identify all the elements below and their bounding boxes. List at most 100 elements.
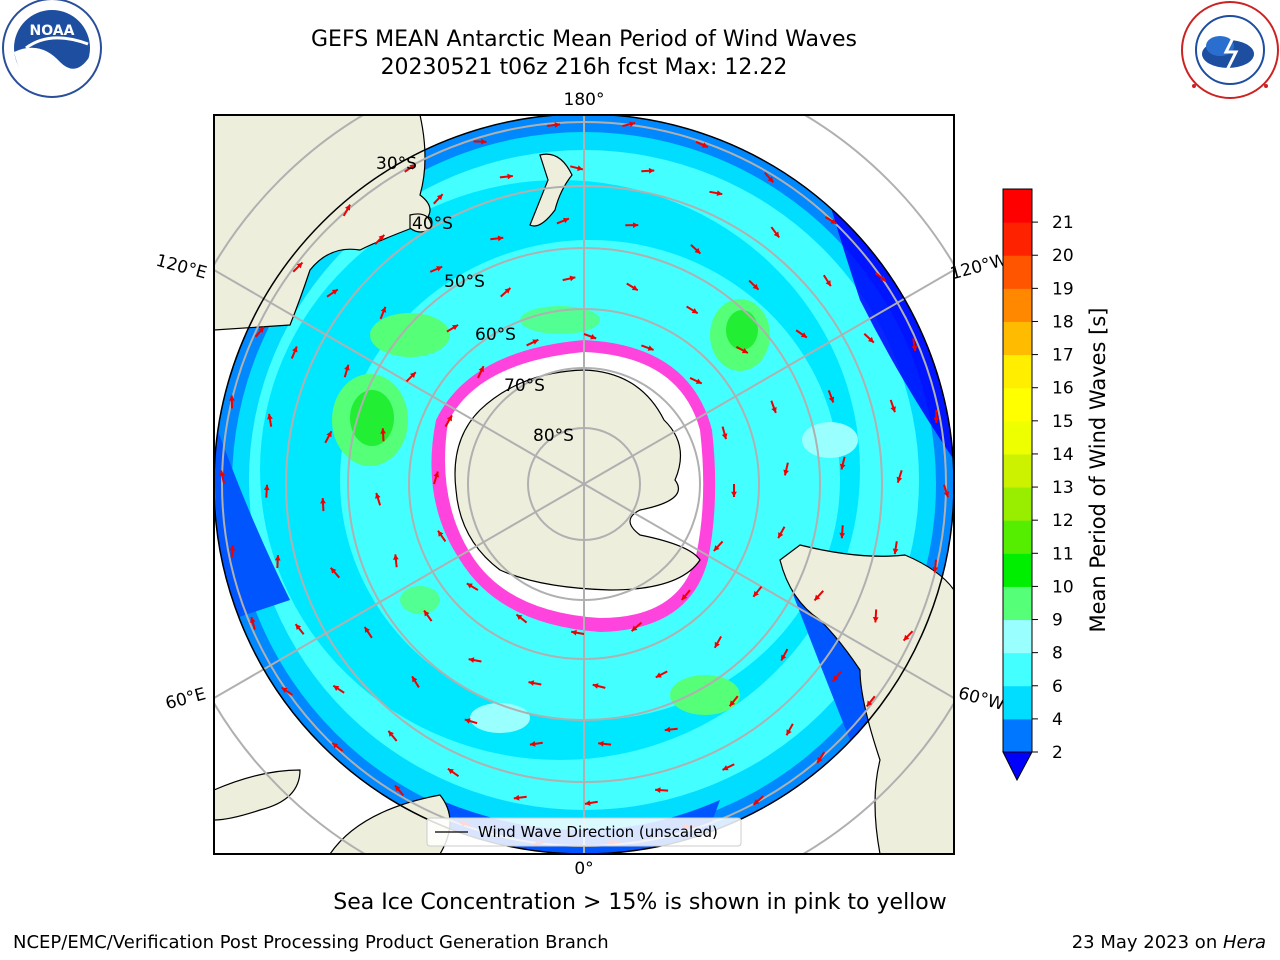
wave-arrow-head (577, 165, 583, 171)
wave-arrow-head (828, 396, 835, 403)
wave-arrow-head (320, 498, 326, 504)
wave-arrow-head (412, 676, 418, 683)
wave-arrow-head (890, 406, 896, 413)
wave-arrow-head (258, 326, 264, 333)
wave-arrow-head (436, 266, 443, 272)
wave-arrow-head (721, 433, 728, 440)
colorbar-under-extension (1002, 751, 1033, 782)
wave-arrow-head (655, 787, 661, 793)
wave-arrow-head (466, 583, 473, 589)
wave-arrow-head (497, 235, 504, 242)
wave-arrow-head (781, 654, 787, 661)
wave-arrow-head (563, 217, 569, 224)
colorbar-swatch (1003, 685, 1032, 720)
wave-arrow-head (896, 476, 903, 483)
wave-arrow-head (943, 491, 950, 498)
wave-arrow-head (326, 431, 332, 438)
wave-arrow-head (590, 333, 597, 340)
wave-arrow-head (694, 247, 701, 254)
wave-arrow-head (839, 532, 846, 539)
colorbar-tick-label: 4 (1052, 710, 1063, 730)
wave-arrow-head (513, 794, 520, 801)
colorbar-swatch (1003, 255, 1032, 289)
chart-title: GEFS MEAN Antarctic Mean Period of Wind … (311, 27, 857, 52)
map-frame (213, 114, 955, 855)
colorbar-tick-label: 15 (1052, 412, 1074, 432)
wave-arrow-head (832, 675, 839, 682)
wave-arrow-head (394, 785, 401, 792)
colorbar-swatch (1003, 652, 1032, 687)
wave-arrow-head (731, 491, 737, 497)
wave-arrow-head (892, 548, 899, 555)
wave-arrow-head (295, 624, 302, 630)
wave-arrow-head (868, 336, 874, 343)
wave-arrow-head (433, 471, 440, 478)
wave-arrow-head (872, 617, 879, 623)
wave-arrow-head (814, 594, 821, 601)
footer-machine: Hera (1222, 932, 1266, 953)
nws-logo (1181, 1, 1279, 99)
wave-arrow-head (839, 463, 846, 470)
wave-arrow-head (571, 629, 577, 636)
wave-arrow-head (380, 428, 386, 434)
legend: Wind Wave Direction (unscaled) (426, 817, 742, 847)
lat-label-50s: 50°S (444, 272, 485, 292)
colorbar-label: Mean Period of Wind Waves [s] (1086, 308, 1110, 633)
wave-arrow-head (468, 657, 475, 663)
legend-label: Wind Wave Direction (unscaled) (478, 823, 718, 841)
wave-arrow-head (344, 204, 351, 211)
wave-arrow-head (783, 469, 789, 476)
lat-label-70s: 70°S (504, 376, 545, 396)
wave-arrow-head (409, 372, 416, 378)
wave-arrow-head (446, 415, 453, 422)
wave-arrow-head (393, 554, 399, 560)
wave-arrow-head (554, 122, 561, 128)
wave-arrow-head (409, 164, 416, 170)
lat-label-30s: 30°S (376, 154, 417, 174)
wave-arrow-head (879, 275, 886, 282)
sea-ice-caption: Sea Ice Concentration > 15% is shown in … (333, 890, 947, 915)
wave-arrow-head (714, 641, 720, 648)
wave-arrow-head (729, 700, 736, 707)
wave-arrow-head (267, 413, 273, 420)
wave-arrow-head (911, 345, 918, 352)
colorbar-swatch (1003, 387, 1032, 422)
colorbar-swatch (1003, 718, 1032, 753)
wave-arrow-head (478, 366, 484, 373)
wind-wave-arrows (219, 121, 950, 847)
colorbar-tick-label: 20 (1052, 246, 1074, 266)
lon-label-60e: 60°E (163, 684, 208, 714)
colorbar-tick-label: 21 (1052, 213, 1074, 233)
lon-label-0: 0° (574, 859, 593, 879)
wave-arrow-head (830, 218, 837, 224)
wave-arrow-head (229, 545, 236, 551)
wave-arrow-head (529, 741, 536, 747)
wave-arrow-head (681, 594, 688, 601)
colorbar-swatch (1003, 222, 1032, 256)
wave-arrow-head (713, 545, 720, 552)
colorbar-tick-label: 9 (1052, 611, 1063, 631)
wave-arrow-head (778, 532, 784, 539)
wave-arrow-head (364, 626, 370, 633)
wave-arrow-head (771, 406, 777, 413)
wave-arrow-head (344, 364, 350, 371)
wave-arrow-head (292, 346, 298, 353)
colorbar-tick-label: 14 (1052, 445, 1074, 465)
colorbar-tick-label: 11 (1052, 544, 1074, 564)
wave-arrow-head (436, 194, 443, 201)
wave-arrow-head (330, 567, 337, 574)
lon-label-120w: 120°W (948, 250, 1009, 284)
wave-arrow-head (648, 167, 655, 174)
wave-arrow-head (632, 222, 639, 229)
wave-arrow-head (753, 799, 760, 805)
colorbar-tick-label: 12 (1052, 511, 1074, 531)
wave-arrow-head (664, 726, 671, 733)
wave-arrow-head (569, 275, 576, 282)
footer-branch: NCEP/EMC/Verification Post Processing Pr… (13, 932, 609, 953)
wave-arrow-head (249, 617, 256, 623)
colorbar-swatch (1003, 288, 1032, 322)
lat-label-60s: 60°S (475, 325, 516, 345)
wave-arrow-head (424, 610, 430, 617)
colorbar-tick-label: 6 (1052, 677, 1063, 697)
wave-arrow-head (598, 740, 604, 747)
